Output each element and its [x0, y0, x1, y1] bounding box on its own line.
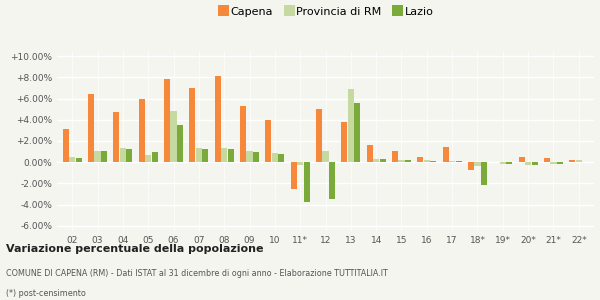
Bar: [329, 162, 335, 199]
Bar: [550, 162, 557, 164]
Bar: [506, 162, 512, 164]
Bar: [500, 162, 506, 164]
Bar: [202, 149, 208, 162]
Text: (*) post-censimento: (*) post-censimento: [6, 289, 86, 298]
Bar: [228, 149, 234, 162]
Bar: [424, 160, 430, 162]
Bar: [127, 149, 133, 162]
Bar: [247, 151, 253, 162]
Bar: [152, 152, 158, 162]
Bar: [475, 162, 481, 167]
Bar: [196, 148, 202, 162]
Bar: [316, 109, 322, 162]
Bar: [449, 161, 455, 162]
Bar: [272, 153, 278, 162]
Bar: [348, 89, 354, 162]
Bar: [265, 120, 271, 162]
Bar: [532, 162, 538, 165]
Text: COMUNE DI CAPENA (RM) - Dati ISTAT al 31 dicembre di ogni anno - Elaborazione TU: COMUNE DI CAPENA (RM) - Dati ISTAT al 31…: [6, 268, 388, 278]
Bar: [253, 152, 259, 162]
Bar: [518, 157, 524, 162]
Bar: [139, 99, 145, 162]
Bar: [240, 106, 246, 162]
Legend: Capena, Provincia di RM, Lazio: Capena, Provincia di RM, Lazio: [213, 3, 438, 22]
Bar: [525, 162, 531, 165]
Bar: [373, 159, 379, 162]
Bar: [341, 122, 347, 162]
Bar: [164, 79, 170, 162]
Bar: [544, 158, 550, 162]
Bar: [170, 111, 176, 162]
Bar: [88, 94, 94, 162]
Bar: [322, 151, 329, 162]
Bar: [76, 158, 82, 162]
Bar: [355, 103, 361, 162]
Bar: [215, 76, 221, 162]
Text: Variazione percentuale della popolazione: Variazione percentuale della popolazione: [6, 244, 263, 254]
Bar: [113, 112, 119, 162]
Bar: [145, 155, 151, 162]
Bar: [417, 157, 423, 162]
Bar: [304, 162, 310, 202]
Bar: [557, 162, 563, 164]
Bar: [367, 145, 373, 162]
Bar: [443, 147, 449, 162]
Bar: [430, 161, 436, 162]
Bar: [576, 160, 582, 162]
Bar: [297, 162, 303, 165]
Bar: [62, 129, 68, 162]
Bar: [177, 125, 183, 162]
Bar: [94, 151, 101, 162]
Bar: [290, 162, 296, 189]
Bar: [69, 157, 75, 162]
Bar: [481, 162, 487, 185]
Bar: [120, 148, 126, 162]
Bar: [569, 160, 575, 162]
Bar: [455, 161, 462, 162]
Bar: [392, 151, 398, 162]
Bar: [101, 151, 107, 162]
Bar: [468, 162, 474, 169]
Bar: [380, 159, 386, 162]
Bar: [221, 148, 227, 162]
Bar: [405, 160, 411, 162]
Bar: [278, 154, 284, 162]
Bar: [398, 160, 404, 162]
Bar: [189, 88, 196, 162]
